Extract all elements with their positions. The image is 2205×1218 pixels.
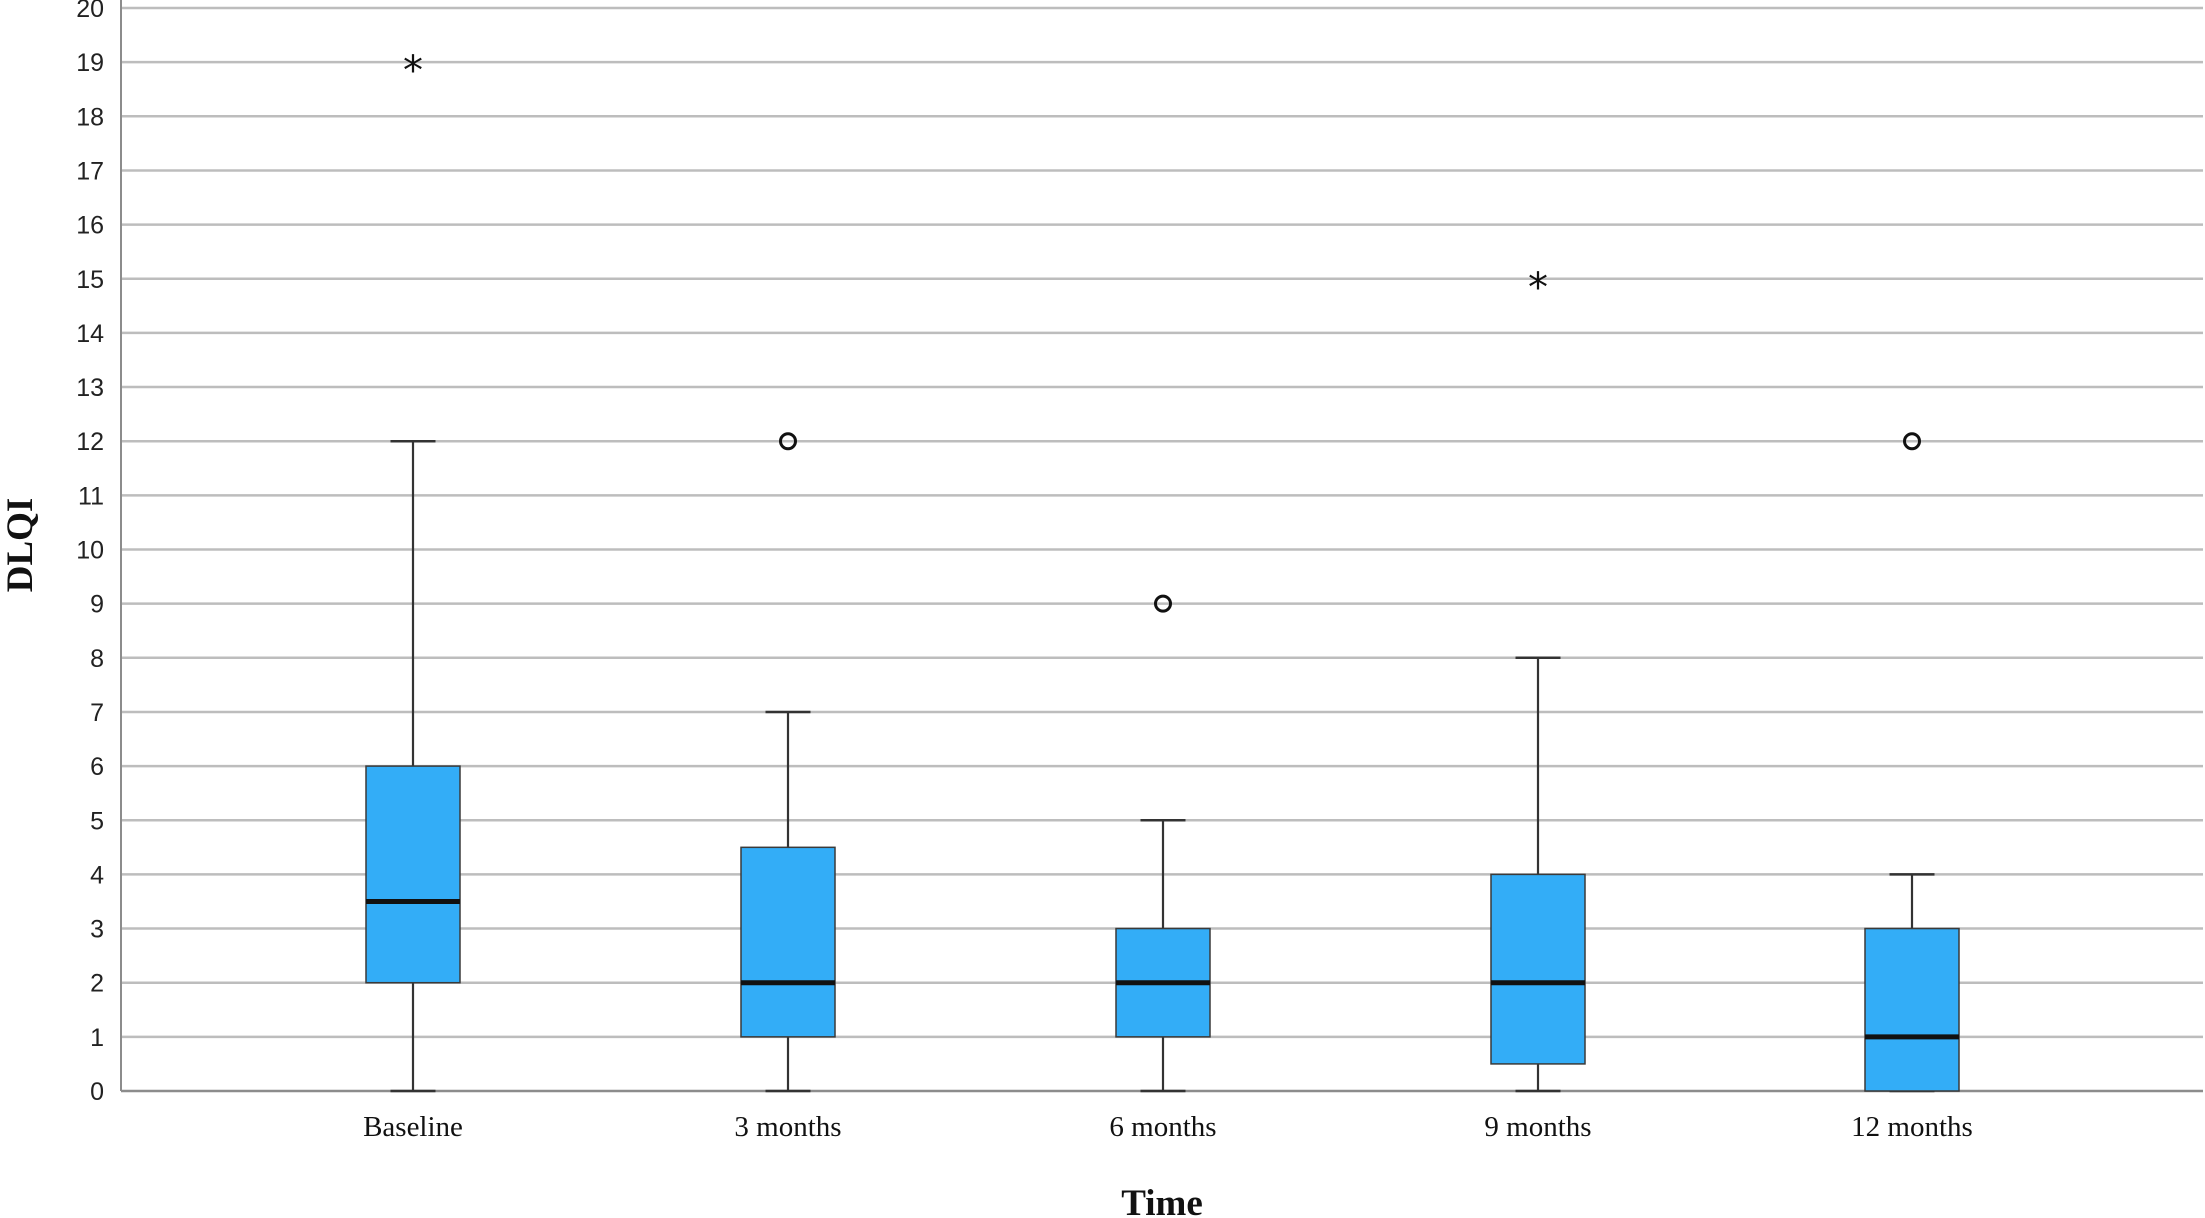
labels: Time DLQI 012345678910111213141516171819… bbox=[0, 0, 1973, 1218]
y-tick-label: 5 bbox=[90, 807, 104, 835]
box-group: * bbox=[1490, 265, 1586, 1093]
y-tick-label: 10 bbox=[76, 537, 104, 565]
outlier-circle bbox=[779, 432, 797, 451]
y-tick-label: 15 bbox=[76, 266, 104, 294]
x-tick-label: 12 months bbox=[1851, 1111, 1973, 1143]
y-tick-label: 18 bbox=[76, 103, 104, 131]
box-body bbox=[365, 765, 461, 984]
x-tick-label: Baseline bbox=[363, 1111, 463, 1143]
y-tick-label: 6 bbox=[90, 753, 104, 781]
y-tick-label: 19 bbox=[76, 49, 104, 77]
box-body bbox=[1490, 873, 1586, 1065]
outlier-circle bbox=[1903, 432, 1921, 451]
box-body bbox=[740, 846, 836, 1038]
y-tick-label: 1 bbox=[90, 1024, 104, 1052]
x-tick-label: 3 months bbox=[734, 1111, 841, 1143]
x-tick-label: 9 months bbox=[1484, 1111, 1591, 1143]
x-axis-title: Time bbox=[1121, 1183, 1203, 1218]
y-tick-label: 8 bbox=[90, 645, 104, 673]
y-tick-label: 17 bbox=[76, 157, 104, 185]
y-tick-label: 11 bbox=[78, 482, 104, 510]
y-tick-label: 14 bbox=[76, 320, 104, 348]
y-tick-label: 12 bbox=[76, 428, 104, 456]
box-group: * bbox=[365, 48, 461, 1093]
y-tick-label: 7 bbox=[90, 699, 104, 727]
outlier-extreme-star: * bbox=[1528, 265, 1548, 311]
y-tick-label: 4 bbox=[90, 861, 104, 889]
box-group bbox=[1115, 594, 1211, 1093]
y-tick-label: 0 bbox=[90, 1078, 104, 1106]
boxes: ** bbox=[365, 48, 1960, 1093]
y-tick-label: 16 bbox=[76, 212, 104, 240]
y-axis-title: DLQI bbox=[0, 498, 41, 593]
box-group bbox=[740, 432, 836, 1093]
outlier-circle bbox=[1154, 594, 1172, 613]
box-group bbox=[1864, 432, 1960, 1093]
outlier-extreme-star: * bbox=[403, 48, 423, 94]
y-tick-label: 9 bbox=[90, 591, 104, 619]
y-tick-label: 3 bbox=[90, 916, 104, 944]
y-tick-label: 13 bbox=[76, 374, 104, 402]
box-body bbox=[1864, 927, 1960, 1092]
y-tick-label: 2 bbox=[90, 970, 104, 998]
y-tick-label: 20 bbox=[76, 0, 104, 23]
x-tick-label: 6 months bbox=[1109, 1111, 1216, 1143]
gridlines bbox=[121, 6, 2203, 1039]
